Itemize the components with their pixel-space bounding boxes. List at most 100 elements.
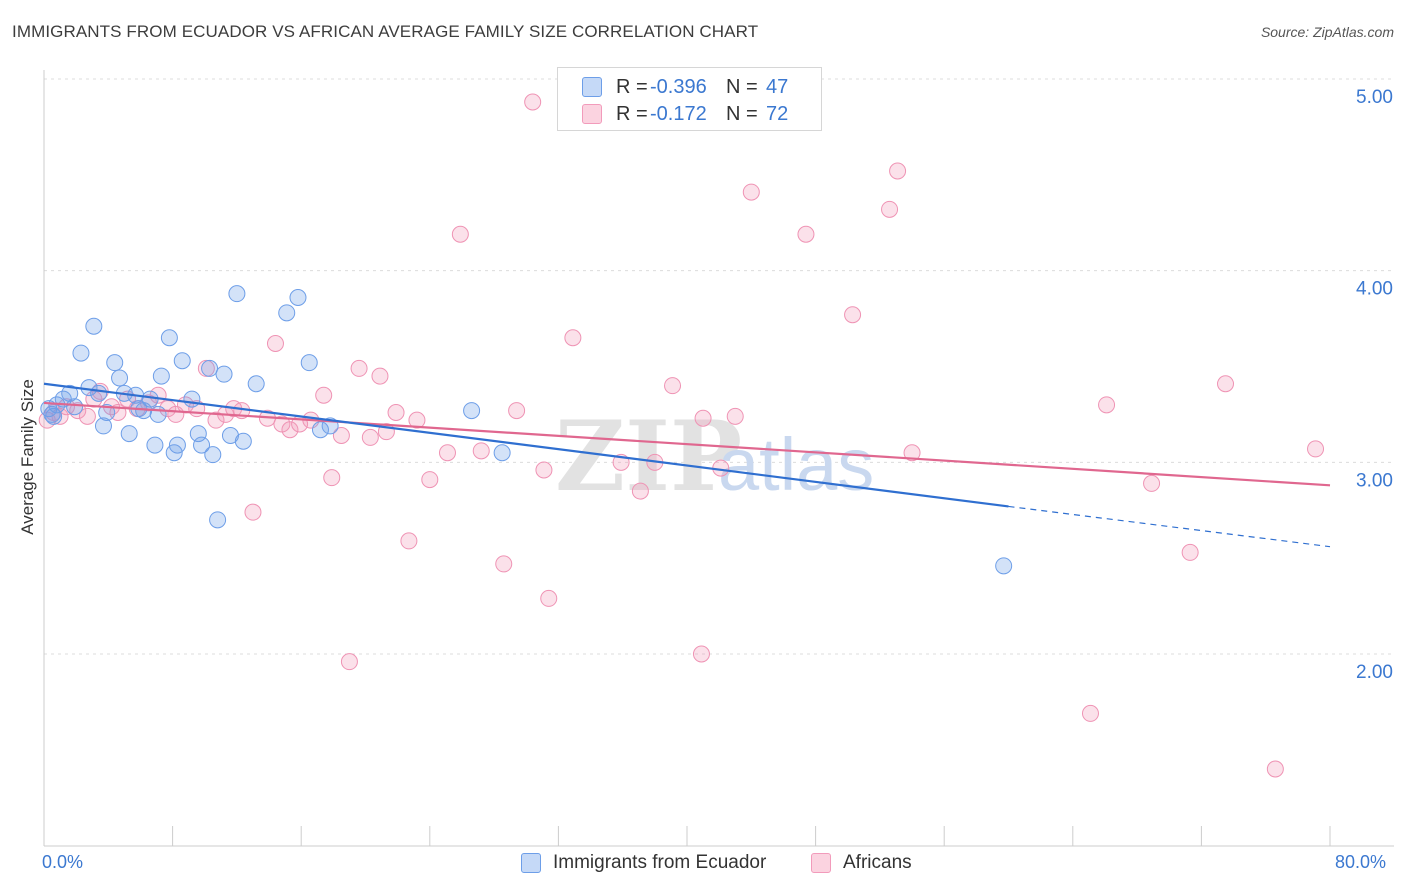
- gridlines: [44, 78, 1394, 655]
- ecuador-point: [66, 398, 84, 416]
- ecuador-point: [85, 317, 103, 335]
- africans-point: [281, 421, 299, 439]
- series-legend: Immigrants from Ecuador Africans: [0, 852, 1406, 876]
- ecuador-point: [111, 369, 129, 387]
- series-name-africans: Africans: [843, 852, 912, 873]
- africans-point: [535, 461, 553, 479]
- legend-row-ecuador: R = -0.396 N = 47: [582, 75, 788, 99]
- y-tick-label: 2.00: [1356, 662, 1393, 683]
- ecuador-point: [493, 444, 511, 462]
- africans-point: [408, 411, 426, 429]
- africans-point: [361, 428, 379, 446]
- ecuador-point: [278, 304, 296, 322]
- africans-point: [1098, 396, 1116, 414]
- ecuador-point: [160, 329, 178, 347]
- ecuador-point: [463, 402, 481, 420]
- africans-point: [472, 442, 490, 460]
- legend-n-value: 47: [766, 75, 789, 98]
- ecuador-point: [300, 354, 318, 372]
- y-tick-label: 5.00: [1356, 87, 1393, 108]
- africans-point: [340, 653, 358, 671]
- ecuador-point: [234, 432, 252, 450]
- ecuador-point: [173, 352, 191, 370]
- africans-point: [881, 200, 899, 218]
- ecuador-point: [146, 436, 164, 454]
- ecuador-point: [152, 367, 170, 385]
- africans-point: [1217, 375, 1235, 393]
- africans-point: [664, 377, 682, 395]
- watermark-atlas: atlas: [718, 423, 874, 506]
- ecuador-trend-line: [43, 382, 1009, 508]
- chart-source: Source: ZipAtlas.com: [1260, 24, 1394, 40]
- africans-point: [694, 409, 712, 427]
- correlation-legend: R = -0.396 N = 47 R = -0.172 N = 72: [557, 67, 822, 131]
- ecuador-point: [61, 384, 79, 402]
- ecuador-point: [98, 404, 116, 421]
- y-tick-label: 4.00: [1356, 279, 1393, 300]
- series-name-ecuador: Immigrants from Ecuador: [553, 852, 767, 873]
- africans-point: [508, 402, 526, 420]
- ecuador-point: [45, 407, 63, 425]
- africans-point: [524, 93, 542, 111]
- axes: [43, 70, 1394, 847]
- africans-point: [1143, 474, 1161, 492]
- ecuador-point: [120, 425, 138, 443]
- ecuador-point: [72, 344, 90, 362]
- series-swatch-ecuador: [521, 853, 541, 873]
- africans-point: [78, 407, 96, 425]
- legend-r-value: -0.396: [650, 75, 707, 98]
- africans-point: [540, 589, 558, 607]
- africans-point: [323, 469, 341, 487]
- africans-point: [451, 225, 469, 243]
- legend-r-label: R =: [616, 102, 648, 125]
- ecuador-point: [311, 421, 329, 439]
- y-tick-labels: 2.00 3.00 4.00 5.00: [1356, 87, 1393, 683]
- ecuador-point: [106, 354, 124, 372]
- ecuador-point: [995, 557, 1013, 575]
- africans-point: [797, 225, 815, 243]
- africans-point: [903, 444, 921, 462]
- ecuador-point: [94, 417, 112, 435]
- y-tick-label: 3.00: [1356, 470, 1393, 491]
- series-swatch-africans: [811, 853, 831, 873]
- africans-point: [1081, 704, 1099, 722]
- trend-lines: [43, 382, 1331, 548]
- ecuador-trend-extension: [1008, 505, 1331, 548]
- legend-swatch-africans: [582, 104, 602, 124]
- africans-point: [332, 427, 350, 444]
- x-tick-label-max: 80.0%: [1335, 852, 1387, 872]
- africans-point: [889, 162, 907, 180]
- africans-trend-line: [43, 401, 1331, 487]
- y-axis-label: Average Family Size: [18, 379, 37, 535]
- africans-point: [1266, 760, 1284, 778]
- legend-r-label: R =: [616, 75, 648, 98]
- africans-point: [726, 407, 744, 425]
- ecuador-point: [201, 359, 219, 377]
- chart-title: IMMIGRANTS FROM ECUADOR VS AFRICAN AVERA…: [12, 22, 759, 41]
- ecuador-point: [228, 285, 246, 303]
- africans-point: [244, 503, 262, 521]
- ecuador-point: [168, 436, 186, 454]
- watermark-zip: ZIP: [555, 400, 742, 513]
- africans-point: [844, 306, 862, 324]
- africans-point: [371, 367, 389, 385]
- africans-point: [631, 482, 649, 500]
- africans-point: [564, 329, 582, 347]
- ecuador-point: [215, 365, 233, 383]
- africans-point: [495, 555, 513, 573]
- africans-point: [1181, 543, 1199, 561]
- africans-point: [742, 183, 760, 201]
- africans-point: [438, 444, 456, 462]
- ecuador-point: [209, 511, 227, 529]
- ecuador-point: [183, 390, 201, 408]
- ecuador-point: [247, 375, 265, 393]
- africans-point: [692, 645, 710, 663]
- africans-point: [421, 471, 439, 489]
- series-legend-ecuador: Immigrants from Ecuador: [521, 852, 766, 874]
- watermark: ZIP atlas: [555, 400, 874, 513]
- ecuador-point: [90, 384, 108, 402]
- series-legend-africans: Africans: [811, 852, 912, 874]
- ecuador-point: [141, 390, 159, 408]
- ecuador-point: [289, 289, 307, 306]
